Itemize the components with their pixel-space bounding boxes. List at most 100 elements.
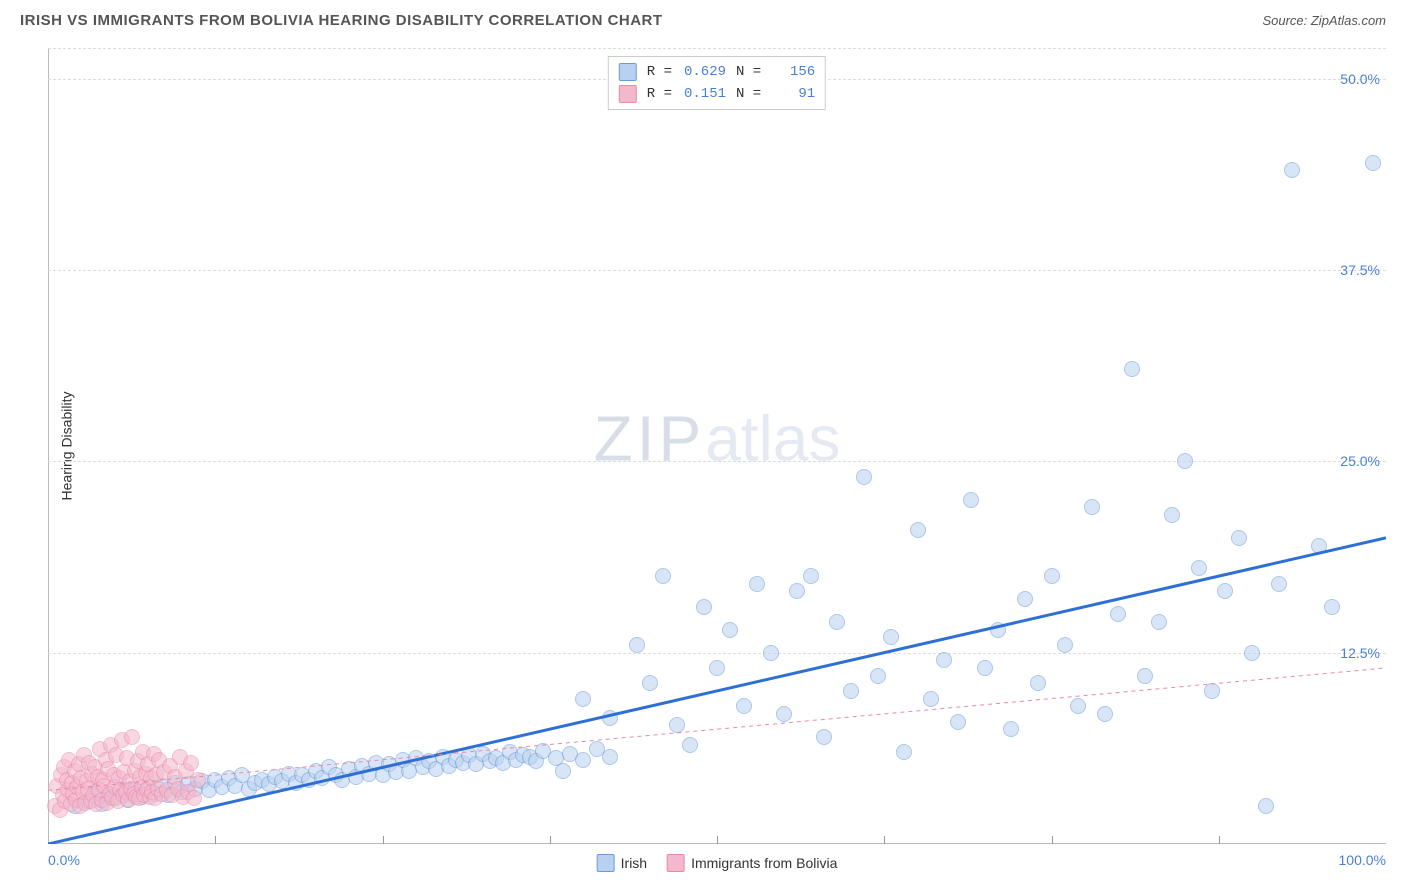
x-tick [383, 836, 384, 844]
data-point [709, 660, 725, 676]
data-point [803, 568, 819, 584]
data-point [990, 622, 1006, 638]
data-point [1217, 583, 1233, 599]
series-legend: Irish Immigrants from Bolivia [597, 854, 838, 872]
data-point [923, 691, 939, 707]
data-point [602, 749, 618, 765]
data-point [1151, 614, 1167, 630]
x-axis-max-label: 100.0% [1339, 852, 1386, 868]
data-point [1231, 530, 1247, 546]
legend-label: Irish [621, 855, 647, 871]
data-point [1017, 591, 1033, 607]
stats-legend: R =0.629N =156R =0.151N =91 [608, 56, 826, 110]
chart-plot-area: ZIPatlas R =0.629N =156R =0.151N =91 0.0… [48, 48, 1386, 844]
data-point [1044, 568, 1060, 584]
data-point [1070, 698, 1086, 714]
data-point [1137, 668, 1153, 684]
x-tick [550, 836, 551, 844]
data-point [1284, 162, 1300, 178]
data-point [856, 469, 872, 485]
data-point [1311, 538, 1327, 554]
gridline [48, 270, 1386, 271]
gridline [48, 653, 1386, 654]
y-tick-label: 12.5% [1340, 645, 1380, 661]
stats-legend-row: R = 0.151 N = 91 [619, 83, 815, 105]
stat-n-label: N = [736, 64, 761, 80]
data-point [1003, 721, 1019, 737]
x-tick [1052, 836, 1053, 844]
data-point [682, 737, 698, 753]
legend-swatch [667, 854, 685, 872]
data-point [642, 675, 658, 691]
data-point [936, 652, 952, 668]
data-point [1324, 599, 1340, 615]
stat-r-value: 0.629 [678, 64, 726, 80]
data-point [1030, 675, 1046, 691]
data-point [776, 706, 792, 722]
stat-r-value: 0.151 [678, 86, 726, 102]
stat-r-label: R = [647, 86, 672, 102]
data-point [1258, 798, 1274, 814]
data-point [829, 614, 845, 630]
data-point [1365, 155, 1381, 171]
y-tick-label: 50.0% [1340, 71, 1380, 87]
trend-line [48, 538, 1386, 844]
data-point [1097, 706, 1113, 722]
data-point [1204, 683, 1220, 699]
chart-title: IRISH VS IMMIGRANTS FROM BOLIVIA HEARING… [20, 12, 663, 29]
data-point [749, 576, 765, 592]
legend-swatch [597, 854, 615, 872]
data-point [722, 622, 738, 638]
data-point [696, 599, 712, 615]
legend-swatch [619, 85, 637, 103]
watermark-atlas: atlas [705, 403, 840, 475]
data-point [789, 583, 805, 599]
data-point [555, 763, 571, 779]
data-point [1271, 576, 1287, 592]
data-point [1110, 606, 1126, 622]
watermark-zip: ZIP [594, 403, 706, 475]
legend-swatch [619, 63, 637, 81]
data-point [843, 683, 859, 699]
data-point [190, 772, 206, 788]
data-point [183, 755, 199, 771]
data-point [963, 492, 979, 508]
data-point [910, 522, 926, 538]
data-point [602, 710, 618, 726]
source-attribution: Source: ZipAtlas.com [1262, 13, 1386, 28]
data-point [124, 729, 140, 745]
data-point [816, 729, 832, 745]
y-tick-label: 25.0% [1340, 453, 1380, 469]
data-point [1124, 361, 1140, 377]
data-point [1164, 507, 1180, 523]
x-tick [717, 836, 718, 844]
stats-legend-row: R =0.629N =156 [619, 61, 815, 83]
stat-r-label: R = [647, 64, 672, 80]
data-point [575, 752, 591, 768]
data-point [1084, 499, 1100, 515]
data-point [883, 629, 899, 645]
data-point [950, 714, 966, 730]
x-axis-min-label: 0.0% [48, 852, 80, 868]
data-point [186, 790, 202, 806]
data-point [977, 660, 993, 676]
stat-n-label: N = [736, 86, 761, 102]
gridline [48, 48, 1386, 49]
x-tick [884, 836, 885, 844]
y-tick-label: 37.5% [1340, 262, 1380, 278]
stat-n-value: 91 [767, 86, 815, 102]
data-point [1057, 637, 1073, 653]
data-point [1244, 645, 1260, 661]
trend-lines-layer [48, 48, 1386, 844]
x-tick [1219, 836, 1220, 844]
x-tick [215, 836, 216, 844]
data-point [1177, 453, 1193, 469]
legend-label: Immigrants from Bolivia [691, 855, 837, 871]
data-point [575, 691, 591, 707]
data-point [763, 645, 779, 661]
y-axis [48, 48, 49, 844]
watermark: ZIPatlas [594, 402, 841, 476]
legend-item: Irish [597, 854, 647, 872]
data-point [736, 698, 752, 714]
data-point [870, 668, 886, 684]
